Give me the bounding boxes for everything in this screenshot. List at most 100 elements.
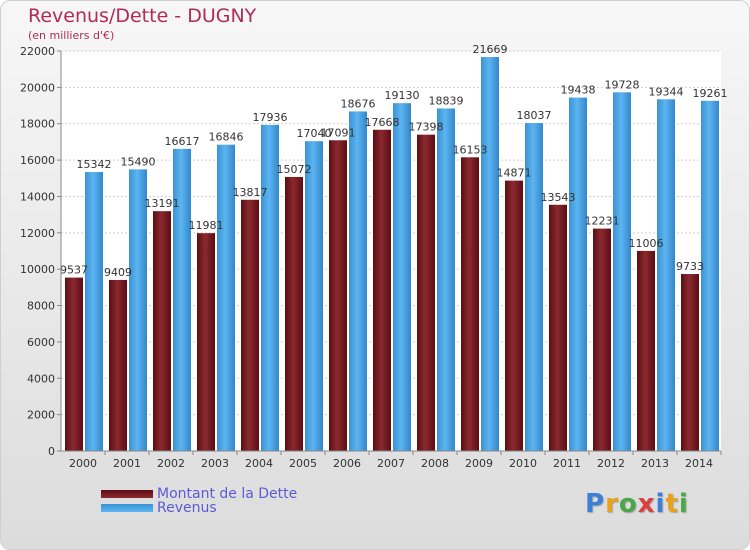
legend: Montant de la Dette Revenus: [101, 486, 297, 516]
y-tick-label: 16000: [20, 154, 55, 167]
data-label-revenue: 19728: [605, 78, 640, 91]
bar-revenue: [85, 172, 103, 451]
y-tick-label: 18000: [20, 118, 55, 131]
data-label-debt: 17091: [321, 126, 356, 139]
data-label-debt: 12231: [585, 215, 620, 228]
bar-revenue: [613, 92, 631, 452]
y-tick-label: 8000: [27, 300, 55, 313]
bar-debt: [681, 274, 699, 451]
data-label-debt: 13191: [145, 197, 180, 210]
data-label-revenue: 17936: [253, 111, 288, 124]
bar-debt: [417, 134, 435, 451]
legend-item-debt: Montant de la Dette: [101, 486, 297, 502]
x-tick-label: 2004: [245, 457, 273, 470]
data-label-debt: 9409: [104, 266, 132, 279]
bar-revenue: [129, 169, 147, 451]
x-tick-label: 2006: [333, 457, 361, 470]
data-label-debt: 16153: [453, 143, 488, 156]
y-tick-label: 12000: [20, 227, 55, 240]
logo-letter: x: [637, 489, 656, 519]
bar-revenue: [657, 99, 675, 452]
bar-debt: [197, 233, 215, 451]
logo-letter: o: [618, 489, 638, 519]
bar-debt: [461, 157, 479, 452]
legend-swatch-debt: [101, 490, 153, 498]
x-tick-label: 2012: [597, 457, 625, 470]
data-label-revenue: 19130: [385, 89, 420, 102]
bar-debt: [109, 279, 127, 451]
bar-revenue: [349, 111, 367, 451]
bar-debt: [373, 129, 391, 451]
bar-revenue: [173, 148, 191, 451]
data-label-revenue: 18037: [517, 109, 552, 122]
data-label-revenue: 15342: [77, 158, 112, 171]
bar-debt: [637, 250, 655, 451]
x-tick-label: 2002: [157, 457, 185, 470]
data-label-revenue: 17040: [297, 127, 332, 140]
logo-letter: i: [678, 489, 689, 519]
proxiti-logo: Proxiti: [585, 489, 689, 519]
data-label-revenue: 21669: [473, 43, 508, 56]
bar-revenue: [525, 123, 543, 452]
data-label-revenue: 19438: [561, 84, 596, 97]
data-label-debt: 9733: [676, 260, 704, 273]
x-tick-label: 2014: [685, 457, 713, 470]
data-label-revenue: 16617: [165, 135, 200, 148]
y-tick-label: 10000: [20, 263, 55, 276]
x-tick-label: 2010: [509, 457, 537, 470]
data-label-debt: 13817: [233, 186, 268, 199]
y-tick-label: 4000: [27, 372, 55, 385]
data-label-debt: 17668: [365, 116, 400, 129]
bar-revenue: [393, 103, 411, 451]
y-tick-label: 6000: [27, 336, 55, 349]
bar-revenue: [569, 97, 587, 451]
data-label-debt: 11006: [629, 237, 664, 250]
logo-letter: t: [665, 489, 679, 519]
x-tick-label: 2001: [113, 457, 141, 470]
x-tick-label: 2011: [553, 457, 581, 470]
y-tick-label: 20000: [20, 81, 55, 94]
data-label-revenue: 18839: [429, 94, 464, 107]
bar-revenue: [481, 57, 499, 451]
logo-letter: P: [585, 489, 606, 519]
bar-revenue: [217, 144, 235, 451]
x-tick-label: 2013: [641, 457, 669, 470]
data-label-debt: 13543: [541, 191, 576, 204]
y-tick-label: 22000: [20, 45, 55, 58]
x-tick-label: 2007: [377, 457, 405, 470]
data-label-revenue: 16846: [209, 131, 244, 144]
bar-debt: [241, 199, 259, 451]
data-label-debt: 11981: [189, 219, 224, 232]
logo-letter: r: [605, 489, 619, 519]
data-label-revenue: 19261: [693, 87, 728, 100]
bar-debt: [549, 204, 567, 451]
chart-subtitle: (en milliers d'€): [28, 29, 115, 42]
x-tick-label: 2005: [289, 457, 317, 470]
data-label-debt: 17398: [409, 121, 444, 134]
bar-debt: [505, 180, 523, 452]
data-label-debt: 9537: [60, 264, 88, 277]
x-tick-label: 2008: [421, 457, 449, 470]
bar-debt: [593, 228, 611, 451]
data-label-revenue: 15490: [121, 155, 156, 168]
x-tick-label: 2003: [201, 457, 229, 470]
bar-revenue: [437, 108, 455, 452]
legend-swatch-revenue: [101, 504, 153, 512]
data-label-debt: 15072: [277, 163, 312, 176]
y-tick-label: 0: [48, 445, 55, 458]
bar-debt: [329, 140, 347, 451]
x-tick-label: 2000: [69, 457, 97, 470]
x-tick-label: 2009: [465, 457, 493, 470]
data-label-revenue: 18676: [341, 97, 376, 110]
chart-title: Revenus/Dette - DUGNY: [28, 5, 257, 27]
bar-debt: [153, 211, 171, 451]
bar-revenue: [261, 124, 279, 452]
logo-letter: i: [655, 489, 666, 519]
bar-revenue: [305, 141, 323, 451]
bar-debt: [65, 277, 83, 451]
data-label-debt: 14871: [497, 167, 532, 180]
legend-label-revenue: Revenus: [157, 500, 217, 516]
legend-item-revenue: Revenus: [101, 500, 297, 516]
